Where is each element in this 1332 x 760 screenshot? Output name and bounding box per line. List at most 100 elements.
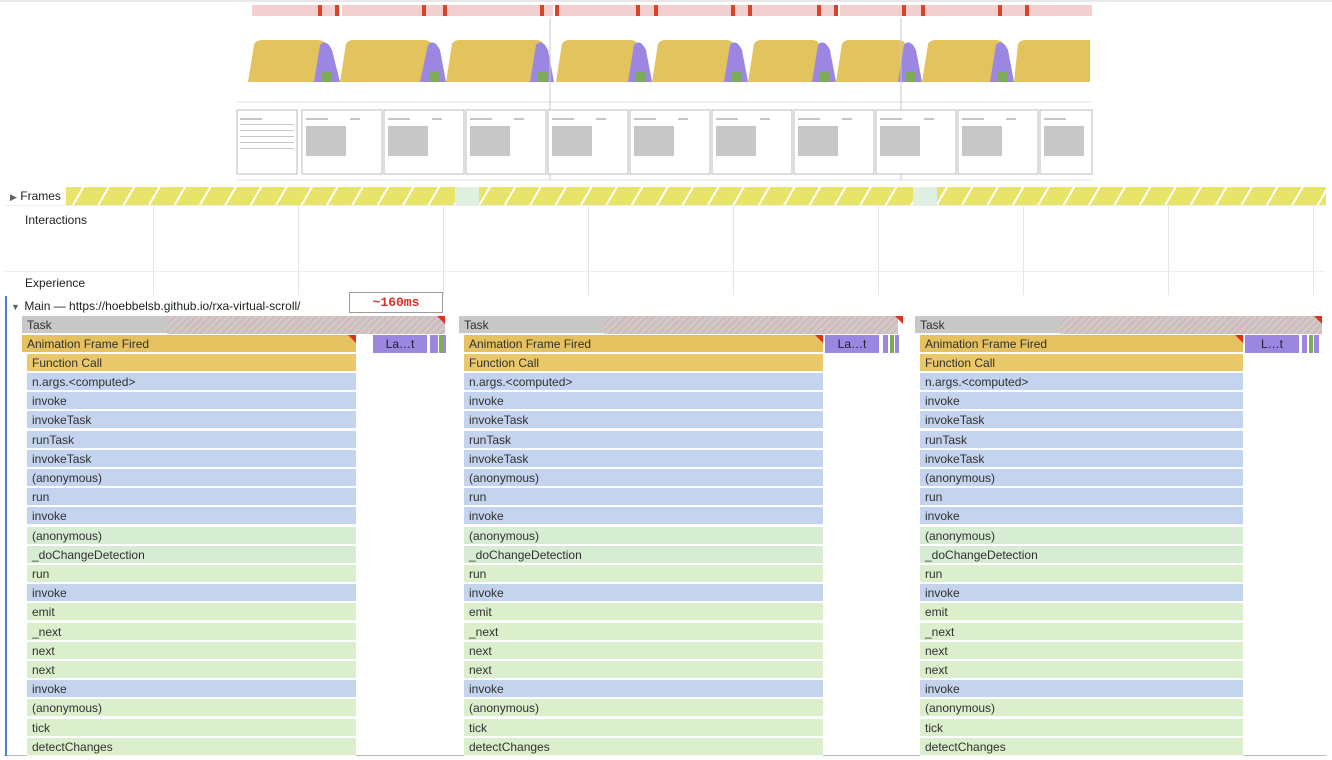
stack-frame[interactable]: (anonymous) [920,699,1243,718]
short-event-bar[interactable] [895,335,899,353]
stack-frame[interactable]: _next [27,622,356,641]
stack-frame[interactable]: _next [464,622,823,641]
function-call-bar[interactable]: Function Call [27,354,356,372]
frames-track-header[interactable]: ▶ Frames [10,187,61,205]
timeline-overview[interactable] [0,0,1332,185]
short-event-bar[interactable]: La…t [373,335,427,353]
long-task-hatch[interactable] [1060,316,1322,334]
stack-frame[interactable]: invokeTask [464,449,823,468]
stack-frame[interactable]: next [920,661,1243,679]
expand-triangle-icon[interactable]: ▶ [10,192,17,202]
experience-track-label: Experience [25,276,86,290]
short-event-bar[interactable]: La…t [825,335,879,353]
dropped-frame[interactable] [455,187,479,205]
task-bar[interactable]: Task [459,316,604,334]
short-event-bar[interactable] [1309,335,1313,353]
stack-frame[interactable]: invoke [27,680,356,699]
stack-frame[interactable]: invoke [464,680,823,699]
stack-frame[interactable]: n.args.<computed> [920,373,1243,391]
function-call-bar[interactable]: Function Call [920,354,1243,372]
stack-frame[interactable]: (anonymous) [27,699,356,718]
stack-frame[interactable]: next [27,661,356,679]
animation-frame-bar[interactable]: Animation Frame Fired [22,335,356,353]
stack-frame[interactable]: _doChangeDetection [27,545,356,564]
short-event-bar[interactable] [443,335,446,353]
stack-frame[interactable]: (anonymous) [27,469,356,487]
stack-frame[interactable]: invoke [27,584,356,603]
stack-frame[interactable]: run [920,565,1243,583]
stack-frame[interactable]: invoke [27,392,356,411]
main-track-border [5,296,7,756]
function-call-bar[interactable]: Function Call [464,354,823,372]
stack-frame[interactable]: emit [27,603,356,622]
collapse-triangle-icon[interactable]: ▼ [11,302,20,312]
stack-frame[interactable]: (anonymous) [920,526,1243,545]
stack-frame[interactable]: run [27,565,356,583]
stack-frame[interactable]: n.args.<computed> [27,373,356,391]
short-event-bar[interactable]: L…t [1245,335,1299,353]
task-bar[interactable]: Task [915,316,1060,334]
stack-frame[interactable]: detectChanges [27,737,356,756]
stack-frame[interactable]: invoke [920,507,1243,526]
stack-frame[interactable]: next [464,661,823,679]
stack-frame[interactable]: _doChangeDetection [920,545,1243,564]
stack-frame[interactable]: tick [464,718,823,737]
stack-frame[interactable]: run [920,488,1243,507]
task-bar[interactable]: Task [22,316,167,334]
long-task-hatch[interactable] [604,316,898,334]
stack-frame[interactable]: invokeTask [27,411,356,430]
stack-frame[interactable]: next [27,641,356,660]
time-gridline [588,205,589,295]
long-frame-marker-icon [348,335,356,343]
stack-frame[interactable]: invoke [27,507,356,526]
stack-frame[interactable]: next [920,641,1243,660]
stack-frame[interactable]: emit [920,603,1243,622]
stack-frame[interactable]: emit [464,603,823,622]
stack-frame[interactable]: (anonymous) [27,526,356,545]
network-long-task-markers [318,5,1029,16]
stack-frame[interactable]: (anonymous) [920,469,1243,487]
short-event-bar[interactable] [890,335,894,353]
stack-frame[interactable]: invoke [920,680,1243,699]
stack-frame[interactable]: detectChanges [464,737,823,756]
long-task-hatch[interactable] [167,316,445,334]
short-event-bar[interactable] [883,335,888,353]
stack-frame[interactable]: invoke [464,507,823,526]
stack-frame[interactable]: run [464,565,823,583]
stack-frame[interactable]: detectChanges [920,737,1243,756]
animation-frame-bar[interactable]: Animation Frame Fired [920,335,1243,353]
stack-frame[interactable]: invoke [920,392,1243,411]
stack-frame[interactable]: runTask [464,430,823,449]
cpu-chart [248,40,1090,82]
short-event-bar[interactable] [1302,335,1307,353]
stack-frame[interactable]: (anonymous) [464,526,823,545]
stack-frame[interactable]: invokeTask [920,411,1243,430]
stack-frame[interactable]: tick [920,718,1243,737]
stack-frame[interactable]: invoke [920,584,1243,603]
experience-track[interactable] [5,271,1325,294]
stack-frame[interactable]: next [464,641,823,660]
stack-frame[interactable]: (anonymous) [464,469,823,487]
stack-frame[interactable]: invoke [464,584,823,603]
stack-frame[interactable]: n.args.<computed> [464,373,823,391]
stack-frame[interactable]: invokeTask [464,411,823,430]
short-event-bar[interactable] [439,335,443,353]
stack-frame[interactable]: runTask [27,430,356,449]
stack-frame[interactable]: tick [27,718,356,737]
interactions-track[interactable] [5,205,1325,272]
stack-frame[interactable]: invoke [464,392,823,411]
stack-frame[interactable]: run [27,488,356,507]
stack-frame[interactable]: (anonymous) [464,699,823,718]
stack-frame[interactable]: invokeTask [27,449,356,468]
short-event-bar[interactable] [430,335,438,353]
main-track-header[interactable]: ▼ Main — https://hoebbelsb.github.io/rxa… [11,298,301,314]
stack-frame[interactable]: invokeTask [920,449,1243,468]
animation-frame-bar[interactable]: Animation Frame Fired [464,335,823,353]
stack-frame[interactable]: _next [920,622,1243,641]
dropped-frame[interactable] [913,187,937,205]
frames-strip[interactable] [66,187,1326,205]
stack-frame[interactable]: run [464,488,823,507]
stack-frame[interactable]: runTask [920,430,1243,449]
stack-frame[interactable]: _doChangeDetection [464,545,823,564]
short-event-bar[interactable] [1314,335,1319,353]
